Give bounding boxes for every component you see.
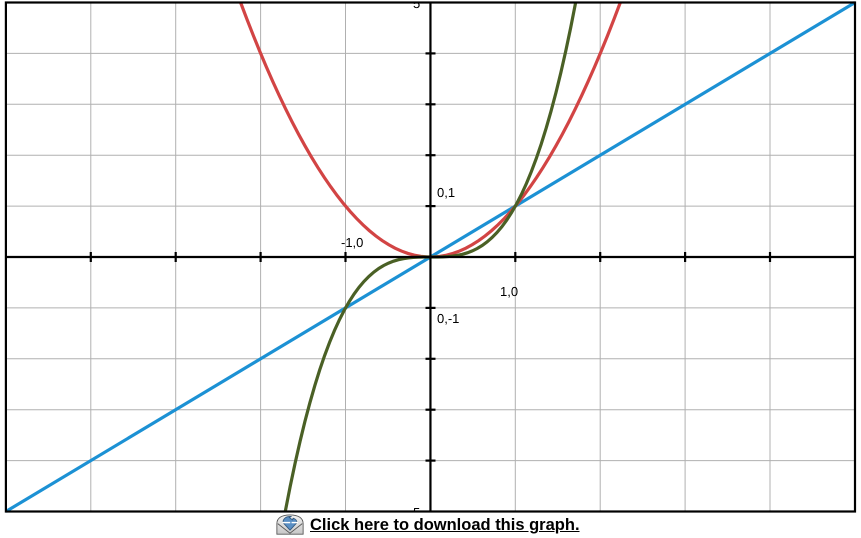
svg-text:0,1: 0,1 <box>437 185 455 200</box>
svg-text:0,-1: 0,-1 <box>437 311 459 326</box>
svg-text:-1,0: -1,0 <box>341 235 363 250</box>
svg-text:1,0: 1,0 <box>500 284 518 299</box>
